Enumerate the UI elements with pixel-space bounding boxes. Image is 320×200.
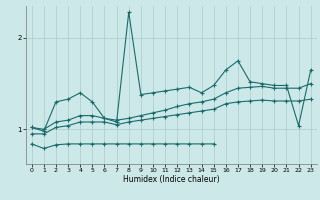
X-axis label: Humidex (Indice chaleur): Humidex (Indice chaleur) [123, 175, 220, 184]
